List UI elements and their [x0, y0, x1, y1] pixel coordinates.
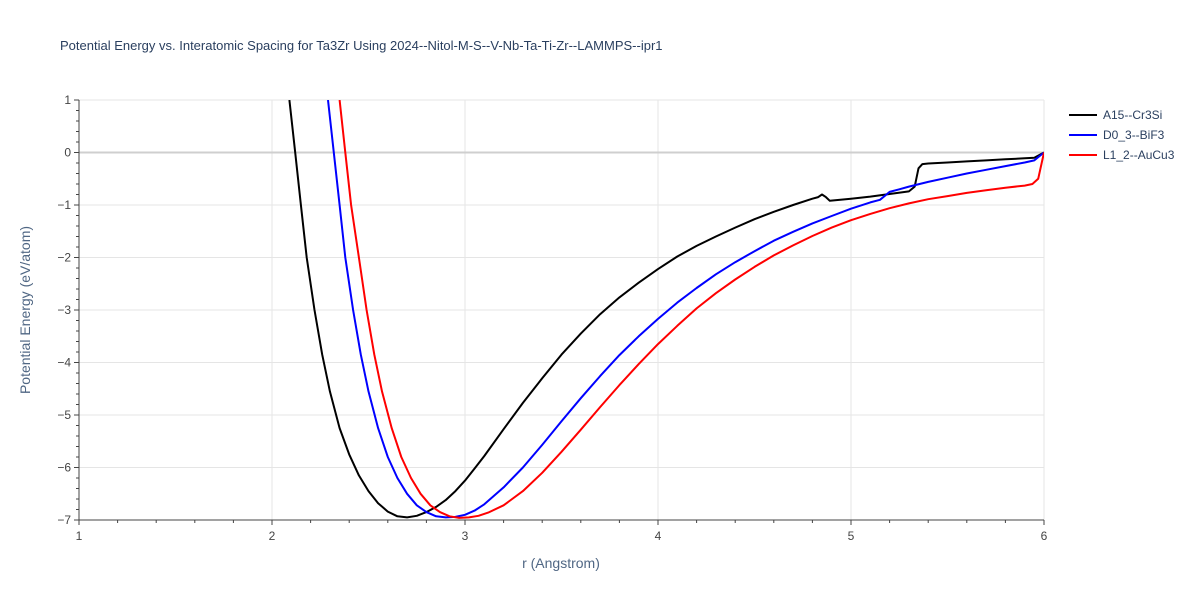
- y-tick-label: −3: [57, 303, 71, 317]
- y-tick-label: −7: [57, 513, 71, 527]
- y-tick-label: −4: [57, 356, 71, 370]
- x-tick-label: 3: [462, 529, 469, 543]
- y-axis-label: Potential Energy (eV/atom): [17, 226, 33, 394]
- y-tick-label: 1: [64, 93, 71, 107]
- x-tick-label: 2: [269, 529, 276, 543]
- y-tick-label: −1: [57, 198, 71, 212]
- x-tick-label: 5: [848, 529, 855, 543]
- legend-label: L1_2--AuCu3: [1103, 148, 1175, 162]
- chart-title: Potential Energy vs. Interatomic Spacing…: [60, 38, 663, 53]
- legend: A15--Cr3Si D0_3--BiF3 L1_2--AuCu3: [1069, 108, 1175, 162]
- series-line-a15-cr3si: [288, 100, 1044, 519]
- x-tick-label: 1: [76, 529, 83, 543]
- y-tick-label: 0: [64, 146, 71, 160]
- y-tick-label: −6: [57, 461, 71, 475]
- x-tick-label: 6: [1041, 529, 1048, 543]
- grid: [79, 99, 1045, 520]
- x-axis-label: r (Angstrom): [522, 555, 600, 571]
- y-tick-label: −2: [57, 251, 71, 265]
- series-line-l1-2-aucu3: [338, 100, 1044, 519]
- legend-label: D0_3--BiF3: [1103, 128, 1165, 142]
- legend-label: A15--Cr3Si: [1103, 108, 1162, 122]
- series-line-d0-3-bif3: [327, 100, 1044, 519]
- series-layer: [288, 100, 1044, 519]
- y-tick-label: −5: [57, 408, 71, 422]
- ticks: 1 2 3 4 5 6 1 0 −1 −2 −3 −4 −5 −6 −7: [57, 93, 1047, 543]
- x-tick-label: 4: [655, 529, 662, 543]
